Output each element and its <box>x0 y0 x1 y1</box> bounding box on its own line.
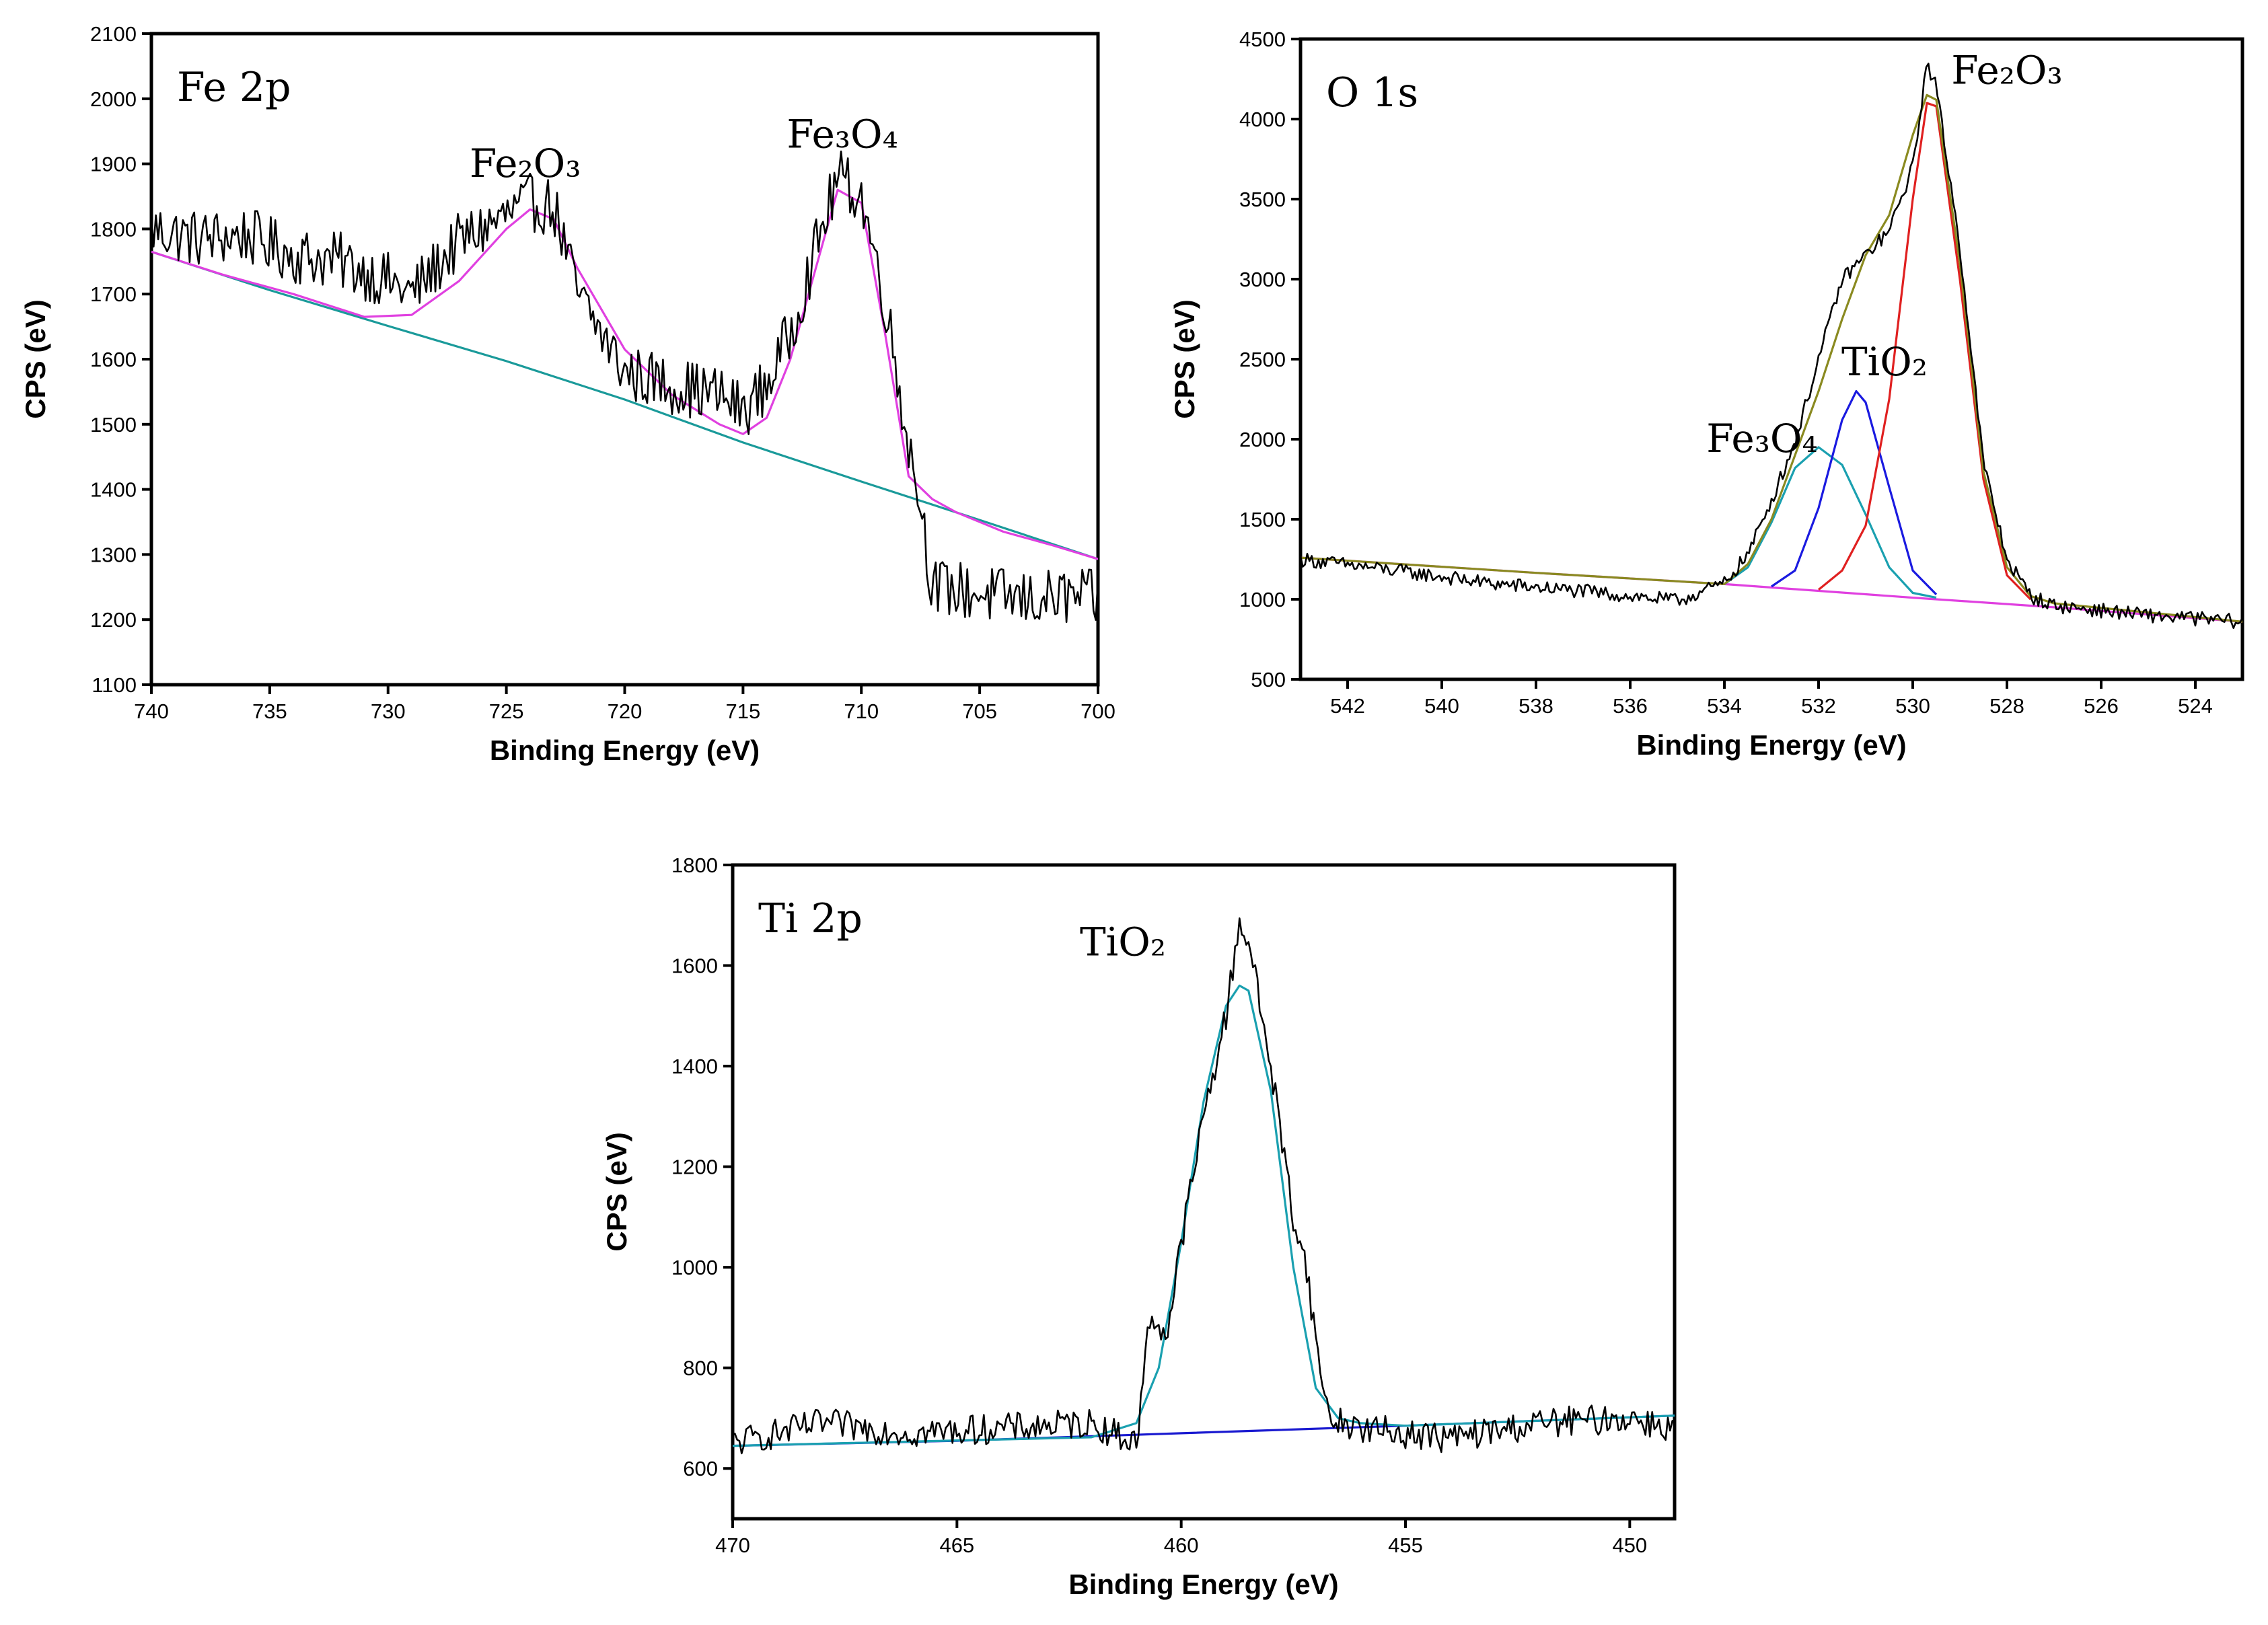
o1s-x-axis-title: Binding Energy (eV) <box>1636 729 1906 761</box>
ti2p-series-envelope <box>733 984 1675 1447</box>
ti2p-plot-frame <box>731 863 1677 1521</box>
o1s-peak-label: TiO₂ <box>1841 339 1928 385</box>
o1s-x-tick-label: 526 <box>2084 694 2119 718</box>
fe2p-panel-label: Fe 2p <box>177 64 291 111</box>
o1s-y-tick-label: 4500 <box>1239 28 1286 51</box>
fe2p-x-tick-label: 710 <box>844 700 879 723</box>
fe2p-x-tick-label: 730 <box>371 700 406 723</box>
fe2p-x-tick-label: 705 <box>962 700 997 723</box>
o1s-y-tick-label: 3500 <box>1239 188 1286 211</box>
fe2p-x-tick-label: 740 <box>134 700 169 723</box>
ti2p-y-tick-label: 1200 <box>671 1156 718 1179</box>
fe2p-x-tick-label: 715 <box>726 700 761 723</box>
fe2p-series-raw-data <box>151 150 1098 623</box>
o1s-x-tick-label: 524 <box>2178 694 2213 718</box>
o1s-y-tick-label: 2500 <box>1239 348 1286 371</box>
fe2p-y-tick-label: 2100 <box>90 22 137 46</box>
o1s-y-tick-label: 3000 <box>1239 268 1286 291</box>
o1s-x-tick-label: 528 <box>1989 694 2024 718</box>
ti2p-y-tick-label: 1600 <box>671 954 718 978</box>
ti2p-x-tick-label: 460 <box>1164 1534 1199 1557</box>
fe2p-y-tick-label: 1400 <box>90 478 137 502</box>
ti2p-x-tick-label: 470 <box>715 1534 750 1557</box>
ti2p-peak-label: TiO₂ <box>1080 919 1166 965</box>
o1s-series-fe-o-component <box>1817 102 2032 601</box>
ti2p-series-raw-data <box>733 917 1675 1455</box>
fe2p-y-tick-label: 1100 <box>92 673 137 697</box>
o1s-x-tick-label: 530 <box>1895 694 1930 718</box>
ti2p-y-tick-label: 1800 <box>671 854 718 877</box>
fe2p-y-tick-label: 1700 <box>90 282 137 306</box>
ti2p-y-tick-label: 1000 <box>671 1256 718 1279</box>
ti2p-y-tick-label: 1400 <box>671 1055 718 1078</box>
o1s-x-tick-label: 538 <box>1519 694 1553 718</box>
fe2p-y-tick-label: 1200 <box>90 608 137 632</box>
fe2p-y-tick-label: 1800 <box>90 217 137 241</box>
fe2p-y-tick-label: 1300 <box>90 543 137 566</box>
o1s-y-tick-label: 500 <box>1251 668 1286 691</box>
ti2p-y-tick-label: 600 <box>683 1457 718 1480</box>
o1s-y-tick-label: 4000 <box>1239 108 1286 131</box>
fe2p-peak-label: Fe₂O₃ <box>470 141 581 186</box>
o1s-y-tick-label: 1500 <box>1239 508 1286 531</box>
ti2p-x-tick-label: 450 <box>1612 1534 1647 1557</box>
fe2p-y-tick-label: 2000 <box>90 87 137 111</box>
fe2p-x-tick-label: 700 <box>1081 700 1115 723</box>
fe2p-series-baseline <box>151 250 1098 560</box>
o1s-y-tick-label: 1000 <box>1239 588 1286 611</box>
ti2p-x-axis-title: Binding Energy (eV) <box>1068 1569 1338 1600</box>
fe2p-x-tick-label: 720 <box>608 700 643 723</box>
o1s-panel: 500 1000 1500 2000 2500 3000 3500 4000 4500 542 54… <box>1169 28 2244 761</box>
ti2p-panel: 600 800 1000 1200 1400 1600 1800 470 465 460 455 45… <box>601 854 1677 1600</box>
fe2p-plot-frame <box>149 32 1100 687</box>
fe2p-x-axis-title: Binding Energy (eV) <box>490 734 760 766</box>
o1s-series-fe-o-component <box>1724 446 1937 599</box>
ti2p-y-tick-label: 800 <box>683 1357 718 1380</box>
o1s-plot-frame <box>1298 37 2244 681</box>
fe2p-panel: 1100 1200 1300 1400 1500 1600 1700 1800 1900 2000… <box>20 22 1115 766</box>
fe2p-peak-label: Fe₃O₄ <box>787 111 898 157</box>
ti2p-x-tick-label: 455 <box>1388 1534 1423 1557</box>
ti2p-panel-label: Ti 2p <box>758 895 863 942</box>
o1s-series-tio-component <box>1771 390 1938 596</box>
o1s-y-axis-title: CPS (eV) <box>1169 299 1200 418</box>
o1s-x-tick-label: 542 <box>1330 694 1365 718</box>
o1s-peak-label: Fe₃O₄ <box>1706 416 1817 461</box>
fe2p-y-tick-label: 1900 <box>90 153 137 176</box>
ti2p-x-tick-label: 465 <box>939 1534 974 1557</box>
o1s-panel-label: O 1s <box>1326 69 1418 116</box>
fe2p-y-axis-title: CPS (eV) <box>20 299 51 418</box>
o1s-x-tick-label: 540 <box>1424 694 1459 718</box>
ti2p-y-axis-title: CPS (eV) <box>601 1132 632 1251</box>
o1s-peak-label: Fe₂O₃ <box>1951 48 2062 93</box>
o1s-series-envelope <box>1301 93 2242 623</box>
o1s-series-raw-data <box>1301 63 2242 629</box>
fe2p-x-tick-label: 725 <box>489 700 524 723</box>
fe2p-y-tick-label: 1600 <box>90 348 137 371</box>
fe2p-series-envelope <box>151 188 1098 560</box>
o1s-x-tick-label: 536 <box>1613 694 1648 718</box>
fe2p-x-tick-label: 735 <box>252 700 287 723</box>
o1s-x-tick-label: 534 <box>1707 694 1742 718</box>
o1s-y-tick-label: 2000 <box>1239 428 1286 451</box>
o1s-x-tick-label: 532 <box>1801 694 1836 718</box>
fe2p-y-tick-label: 1500 <box>90 413 137 437</box>
